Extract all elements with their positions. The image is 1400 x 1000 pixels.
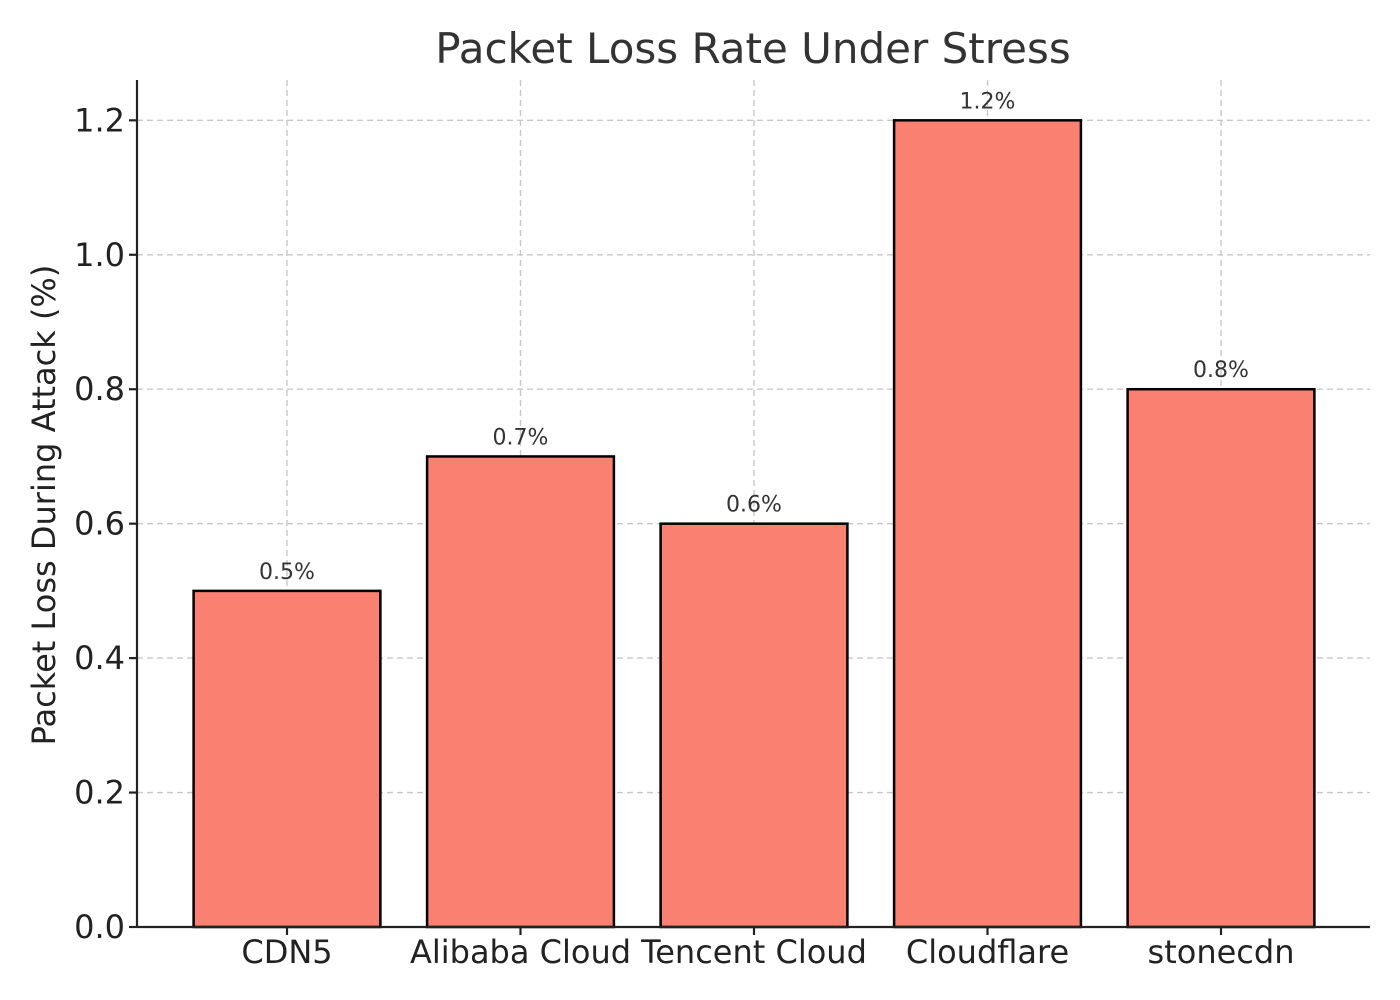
y-tick-label: 0.0 — [74, 908, 125, 946]
bar — [1126, 387, 1316, 929]
y-tick-label: 0.6 — [74, 505, 125, 543]
label-layer: 0.5% 0.7% 0.6% 1.2% 0.8% — [259, 89, 1249, 585]
data-label: 0.6% — [726, 493, 782, 518]
x-tick-label: CDN5 — [241, 933, 332, 971]
x-tick-label: Alibaba Cloud — [410, 933, 631, 971]
chart-title: Packet Loss Rate Under Stress — [435, 24, 1070, 73]
y-tick-label: 1.2 — [74, 101, 125, 139]
bar-layer — [192, 119, 1316, 929]
x-tick-label: stonecdn — [1148, 933, 1295, 971]
bar — [892, 119, 1083, 929]
y-tick-label: 0.4 — [74, 639, 125, 677]
y-tick-label: 0.8 — [74, 370, 125, 408]
data-label: 0.5% — [259, 560, 315, 585]
x-tick-label: Tencent Cloud — [640, 933, 867, 971]
tick-layer: 0.0 0.2 0.4 0.6 0.8 1.0 1.2 CDN5 Alibaba Cloud Te… — [74, 101, 1294, 971]
bar — [192, 589, 382, 929]
y-tick-label: 0.2 — [74, 774, 125, 812]
data-label: 0.8% — [1193, 358, 1249, 383]
y-tick-label: 1.0 — [74, 236, 125, 274]
x-tick-label: Cloudflare — [906, 933, 1069, 971]
data-label: 1.2% — [960, 89, 1016, 114]
bar — [425, 455, 616, 929]
bar — [659, 522, 849, 929]
data-label: 0.7% — [493, 425, 549, 450]
y-axis-label: Packet Loss During Attack (%) — [25, 265, 63, 746]
